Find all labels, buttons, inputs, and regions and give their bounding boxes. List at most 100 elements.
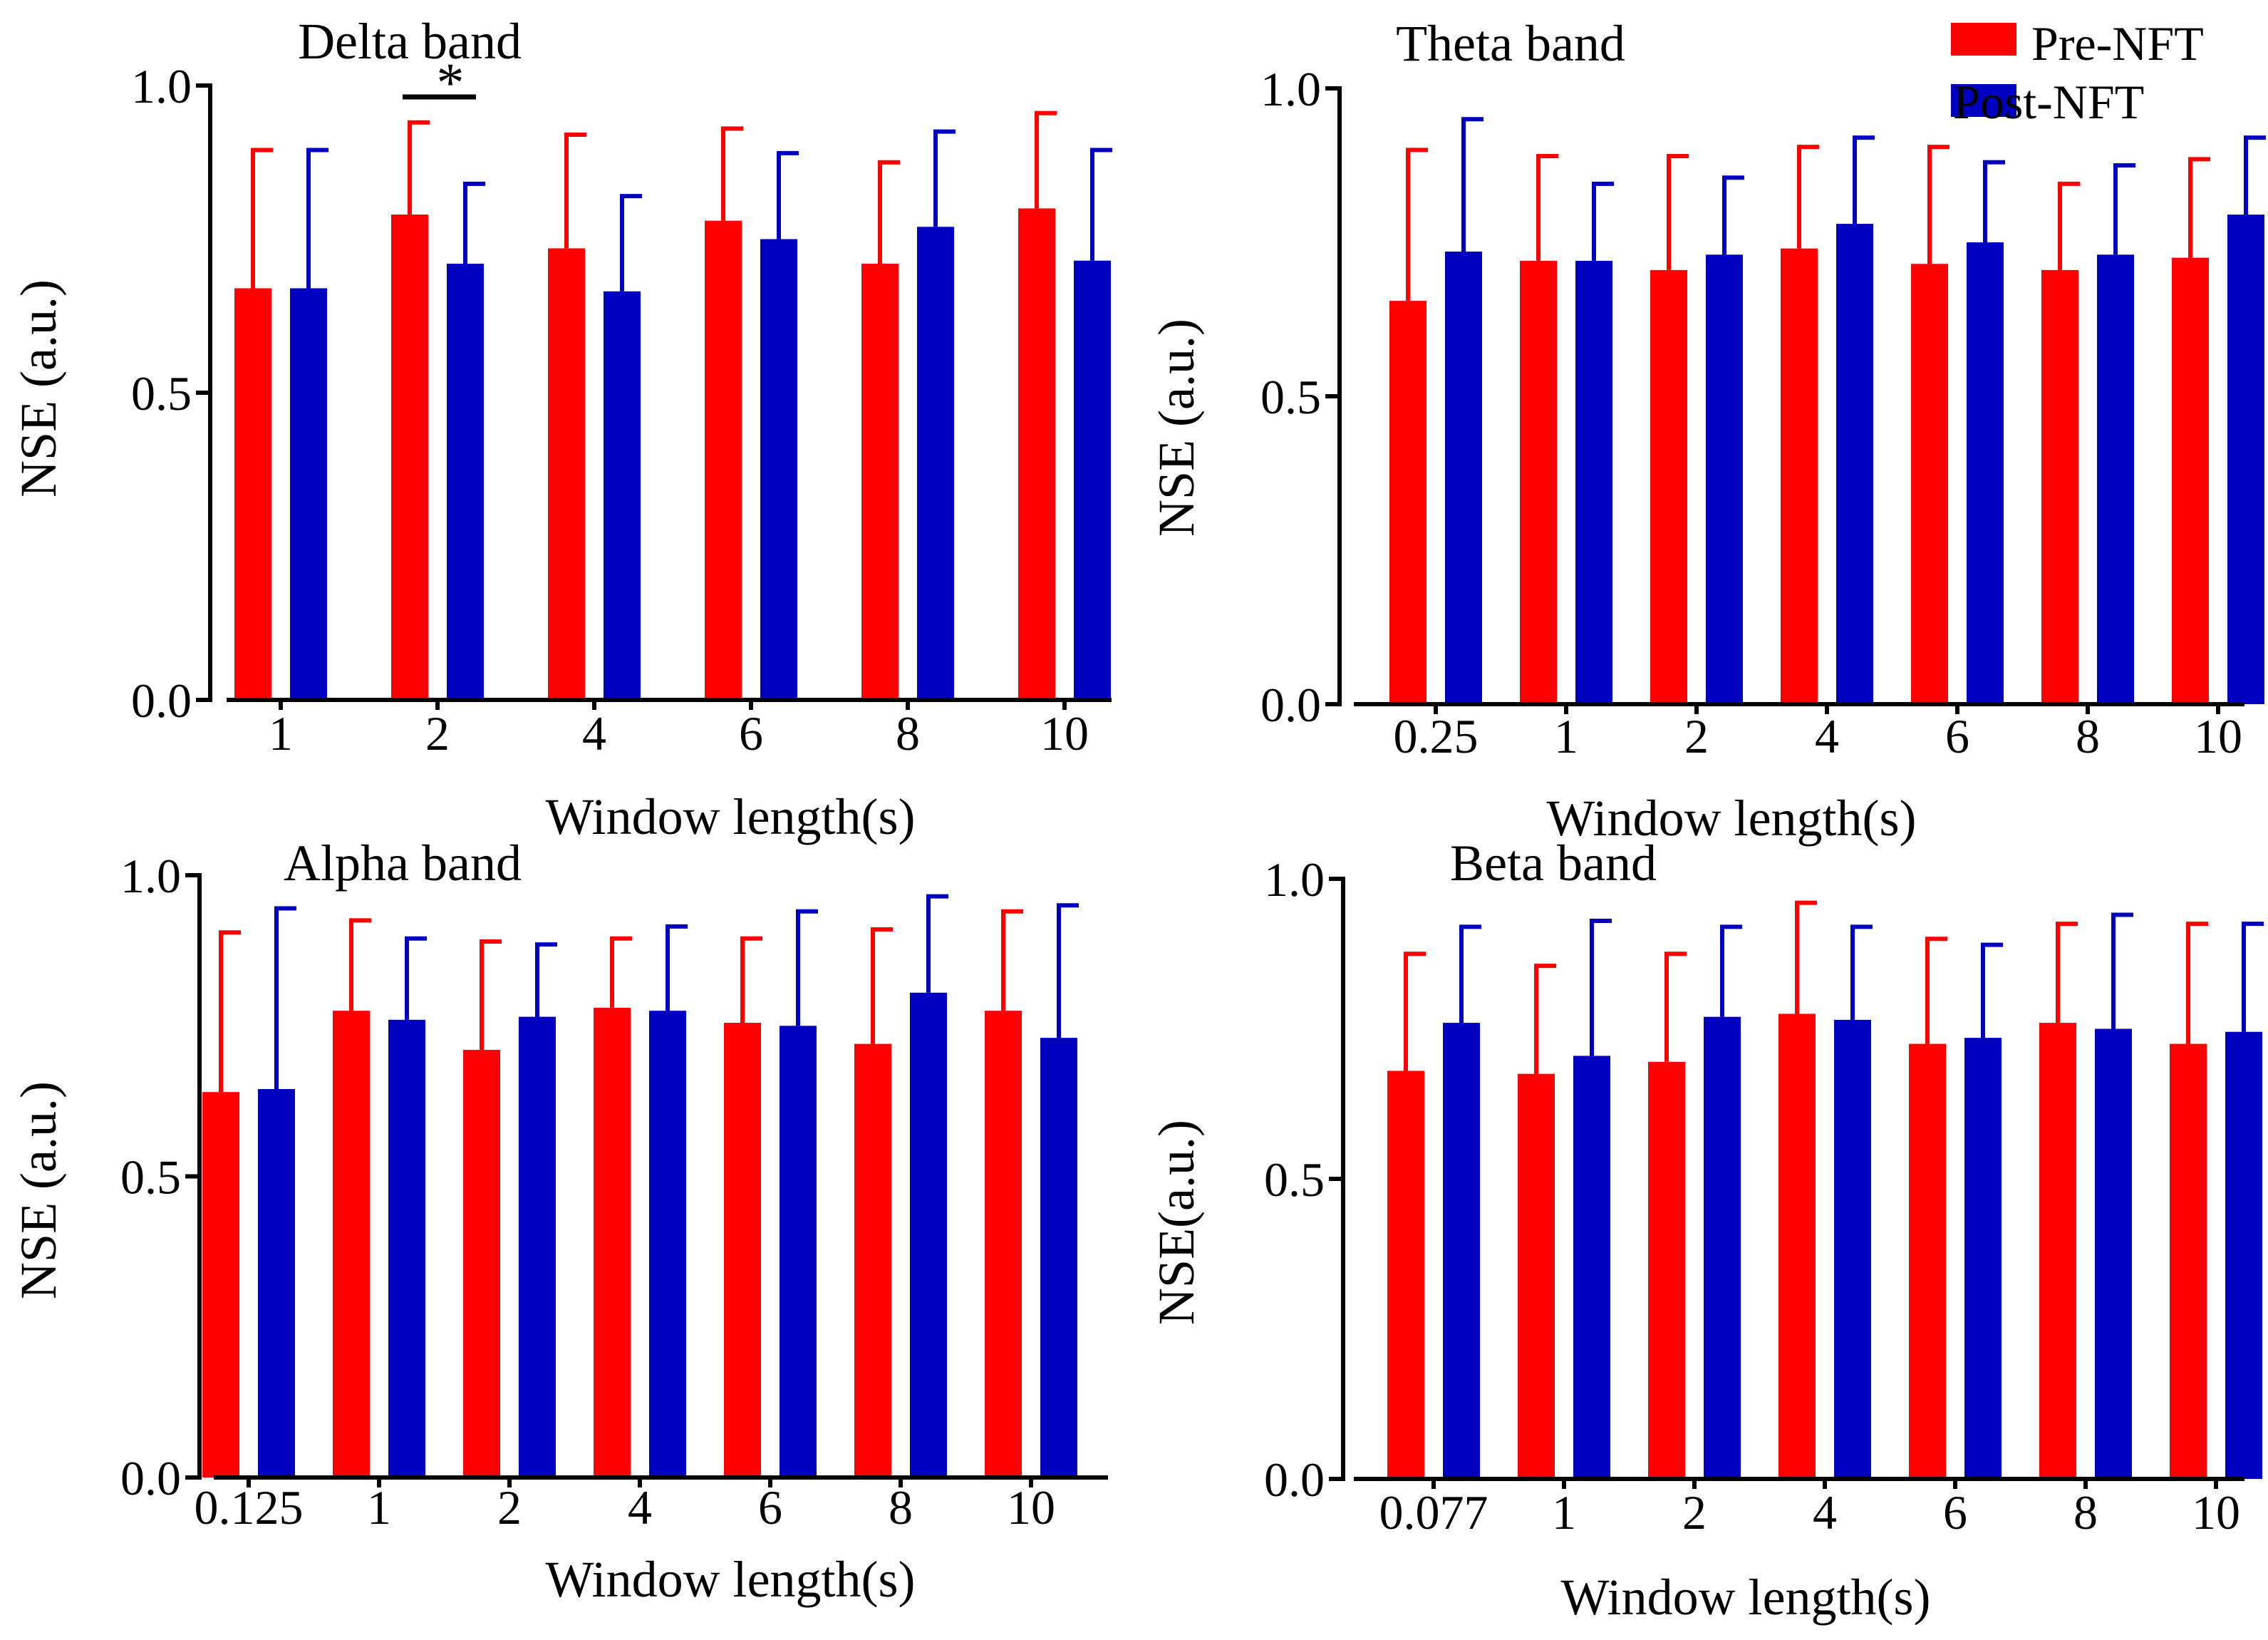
bar-post-nft [1040, 1038, 1077, 1477]
x-tick-label: 10 [2194, 709, 2242, 763]
x-tick-label: 4 [582, 706, 606, 760]
legend-item-post-nft: Post-NFT [1951, 75, 2144, 129]
bar-post-nft [649, 1011, 686, 1477]
bar-post-nft [519, 1016, 556, 1477]
x-tick-label: 8 [889, 1480, 913, 1535]
bar-post-nft [604, 291, 641, 700]
chart-panel-alpha: Alpha band NSE (a.u.) Window length(s) 0… [10, 835, 1108, 1608]
bar-post-nft [1834, 1019, 1871, 1479]
bar-post-nft [2097, 254, 2134, 704]
chart-title: Delta band [298, 13, 522, 70]
bar-pre-nft [1018, 208, 1055, 700]
bar-post-nft [760, 239, 797, 700]
significance-annotation: * [403, 51, 476, 113]
bar-post-nft [1967, 242, 2004, 704]
x-tick-label: 1 [367, 1480, 391, 1535]
y-tick-label: 1.0 [120, 849, 181, 903]
x-tick-label: 10 [1007, 1480, 1055, 1535]
bar-pre-nft [2170, 1043, 2207, 1479]
bar-pre-nft [724, 1023, 761, 1477]
x-tick-label: 2 [1682, 1485, 1707, 1540]
bar-pre-nft [1911, 264, 1948, 704]
x-axis-label: Window length(s) [545, 1551, 915, 1608]
x-tick-label: 10 [1040, 706, 1089, 760]
x-tick-label: 0.077 [1379, 1485, 1488, 1540]
y-tick-label: 0.0 [1260, 678, 1321, 732]
bar-post-nft [910, 992, 947, 1477]
bar-pre-nft [2039, 1023, 2076, 1479]
x-tick-label: 1 [1554, 709, 1578, 763]
y-axis-label: NSE (a.u.) [10, 1081, 67, 1299]
x-tick-label: 0.25 [1394, 709, 1479, 763]
x-tick-label: 6 [758, 1480, 782, 1535]
chart-panel-delta: Delta band NSE (a.u.) Window length(s) 1… [10, 13, 1112, 845]
x-tick-label: 6 [1943, 1485, 1967, 1540]
plot-area: 0.25 1 2 4 6 8 10 0.0 0.5 1.0 [1260, 62, 2266, 763]
bar-pre-nft [1650, 269, 1687, 704]
x-tick-label: 1 [1552, 1485, 1576, 1540]
chart-panel-beta: Beta band NSE(a.u.) Window length(s) 0.0… [1148, 835, 2264, 1626]
x-axis-label: Window length(s) [1560, 1569, 1930, 1626]
bar-pre-nft [985, 1011, 1022, 1477]
bar-post-nft [1706, 254, 1743, 704]
legend-swatch-pre-nft [1951, 23, 2016, 56]
bar-pre-nft [1518, 1073, 1555, 1479]
bar-post-nft [1074, 260, 1111, 700]
bar-pre-nft [1781, 248, 1818, 704]
bar-pre-nft [2041, 269, 2078, 704]
bar-pre-nft [548, 248, 585, 700]
bar-post-nft [258, 1088, 295, 1477]
chart-panel-theta: Theta band NSE (a.u.) Window length(s) 0… [1148, 15, 2266, 847]
x-tick-label: 1 [269, 706, 293, 760]
x-tick-label: 0.125 [195, 1480, 304, 1535]
bar-post-nft [917, 227, 954, 700]
bar-pre-nft [1778, 1014, 1816, 1479]
legend-swatch-post-nft [1951, 84, 2016, 117]
bar-post-nft [388, 1019, 425, 1477]
bar-post-nft [1964, 1038, 2002, 1479]
x-tick-label: 2 [1684, 709, 1709, 763]
bar-post-nft [2227, 215, 2264, 704]
y-tick-label: 1.0 [1260, 62, 1321, 116]
bar-pre-nft [1387, 1071, 1424, 1479]
x-tick-label: 2 [497, 1480, 522, 1535]
bar-pre-nft [202, 1092, 239, 1477]
significance-star: * [437, 51, 465, 113]
x-tick-label: 4 [628, 1480, 652, 1535]
y-axis-label: NSE (a.u.) [10, 279, 67, 497]
bar-pre-nft [594, 1007, 631, 1477]
x-tick-label: 6 [739, 706, 763, 760]
x-tick-label: 4 [1815, 709, 1839, 763]
bar-pre-nft [234, 288, 271, 701]
bar-post-nft [780, 1026, 817, 1477]
legend: Pre-NFT Post-NFT [1951, 16, 2204, 129]
bar-pre-nft [854, 1043, 891, 1477]
y-axis-label: NSE (a.u.) [1148, 319, 1205, 537]
x-axis-label: Window length(s) [545, 788, 915, 845]
y-tick-label: 0.5 [131, 366, 192, 421]
bar-post-nft [2225, 1031, 2262, 1479]
legend-label-pre-nft: Pre-NFT [2031, 16, 2204, 71]
bar-post-nft [1573, 1056, 1610, 1479]
bar-pre-nft [333, 1011, 370, 1477]
bar-pre-nft [463, 1050, 500, 1477]
bar-post-nft [1836, 224, 1873, 705]
y-tick-label: 0.5 [1264, 1152, 1325, 1207]
legend-item-pre-nft: Pre-NFT [1951, 16, 2204, 71]
plot-area: 0.125 1 2 4 6 8 10 0.0 0.5 1.0 [120, 849, 1108, 1535]
y-tick-label: 0.5 [1260, 370, 1321, 424]
bar-pre-nft [1648, 1061, 1685, 1479]
bar-post-nft [290, 288, 327, 701]
x-tick-label: 6 [1945, 709, 1969, 763]
x-axis-label: Window length(s) [1546, 790, 1916, 847]
chart-title: Beta band [1450, 835, 1657, 892]
bar-pre-nft [1520, 260, 1557, 704]
x-tick-label: 8 [2076, 709, 2100, 763]
legend-label-post-nft: Post-NFT [1953, 75, 2144, 129]
bar-pre-nft [705, 220, 742, 700]
bar-pre-nft [2172, 257, 2209, 705]
y-axis-label: NSE(a.u.) [1148, 1120, 1205, 1325]
bar-pre-nft [1389, 301, 1426, 705]
bar-post-nft [2095, 1028, 2132, 1479]
